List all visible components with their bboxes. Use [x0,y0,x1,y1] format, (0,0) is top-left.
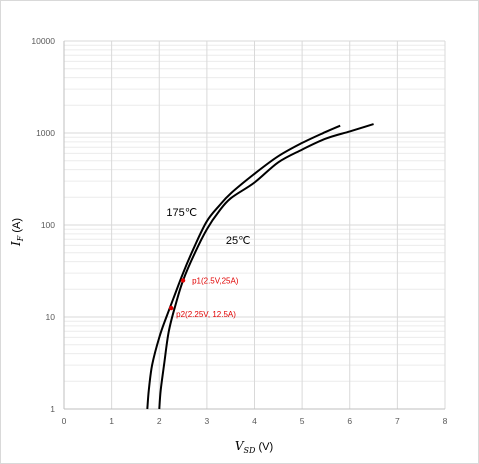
x-tick-label: 1 [109,416,114,426]
series-label-175c: 175℃ [166,207,197,219]
annotation-point-p2 [168,305,174,311]
x-tick-label: 0 [62,416,67,426]
x-tick-label: 4 [252,416,257,426]
x-tick-label: 6 [347,416,352,426]
y-axis-label: IF (A) [9,218,25,247]
x-tick-label: 3 [205,416,210,426]
y-tick-label: 1000 [36,128,55,138]
x-tick-label: 5 [300,416,305,426]
grid [64,40,446,410]
y-tick-label: 100 [41,220,55,230]
y-tick-label: 10 [46,312,56,322]
y-tick-label: 1 [50,404,55,414]
annotation-label-p1: p1(2.5V,25A) [192,276,239,285]
x-tick-label: 8 [443,416,448,426]
x-tick-label: 7 [395,416,400,426]
series-line-175c [146,124,341,410]
x-axis-label: VSD (V) [235,439,273,455]
x-tick-label: 2 [157,416,162,426]
series-group: 175℃ 25℃ [146,123,374,410]
annotations: p1(2.5V,25A) p2(2.25V, 12.5A) [168,276,239,319]
series-line-25c [158,123,374,410]
y-tick-label: 10000 [31,36,55,46]
series-label-25c: 25℃ [226,235,251,247]
annotation-label-p2: p2(2.25V, 12.5A) [176,310,236,319]
annotation-point-p1 [180,278,186,283]
